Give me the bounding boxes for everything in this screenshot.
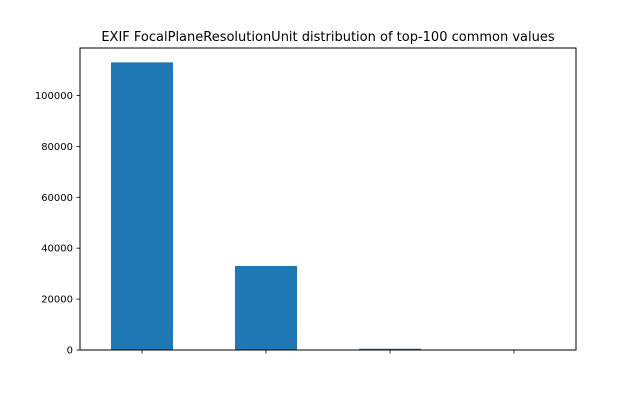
y-tick-label: 100000 [35, 91, 73, 102]
y-axis: 0 20000 40000 60000 80000 100000 [35, 91, 80, 357]
y-tick-label: 60000 [41, 193, 73, 204]
y-tick-label: 40000 [41, 244, 73, 255]
y-tick-label: 20000 [41, 295, 73, 306]
y-tick-label: 80000 [41, 142, 73, 153]
bar-3 [359, 348, 421, 350]
x-axis [141, 350, 515, 354]
chart-title: EXIF FocalPlaneResolutionUnit distributi… [101, 30, 555, 45]
plot-frame [79, 47, 577, 351]
bars-group [111, 62, 545, 350]
bar-2 [235, 266, 297, 350]
y-tick-label: 0 [67, 346, 73, 357]
bar-1 [111, 62, 173, 350]
